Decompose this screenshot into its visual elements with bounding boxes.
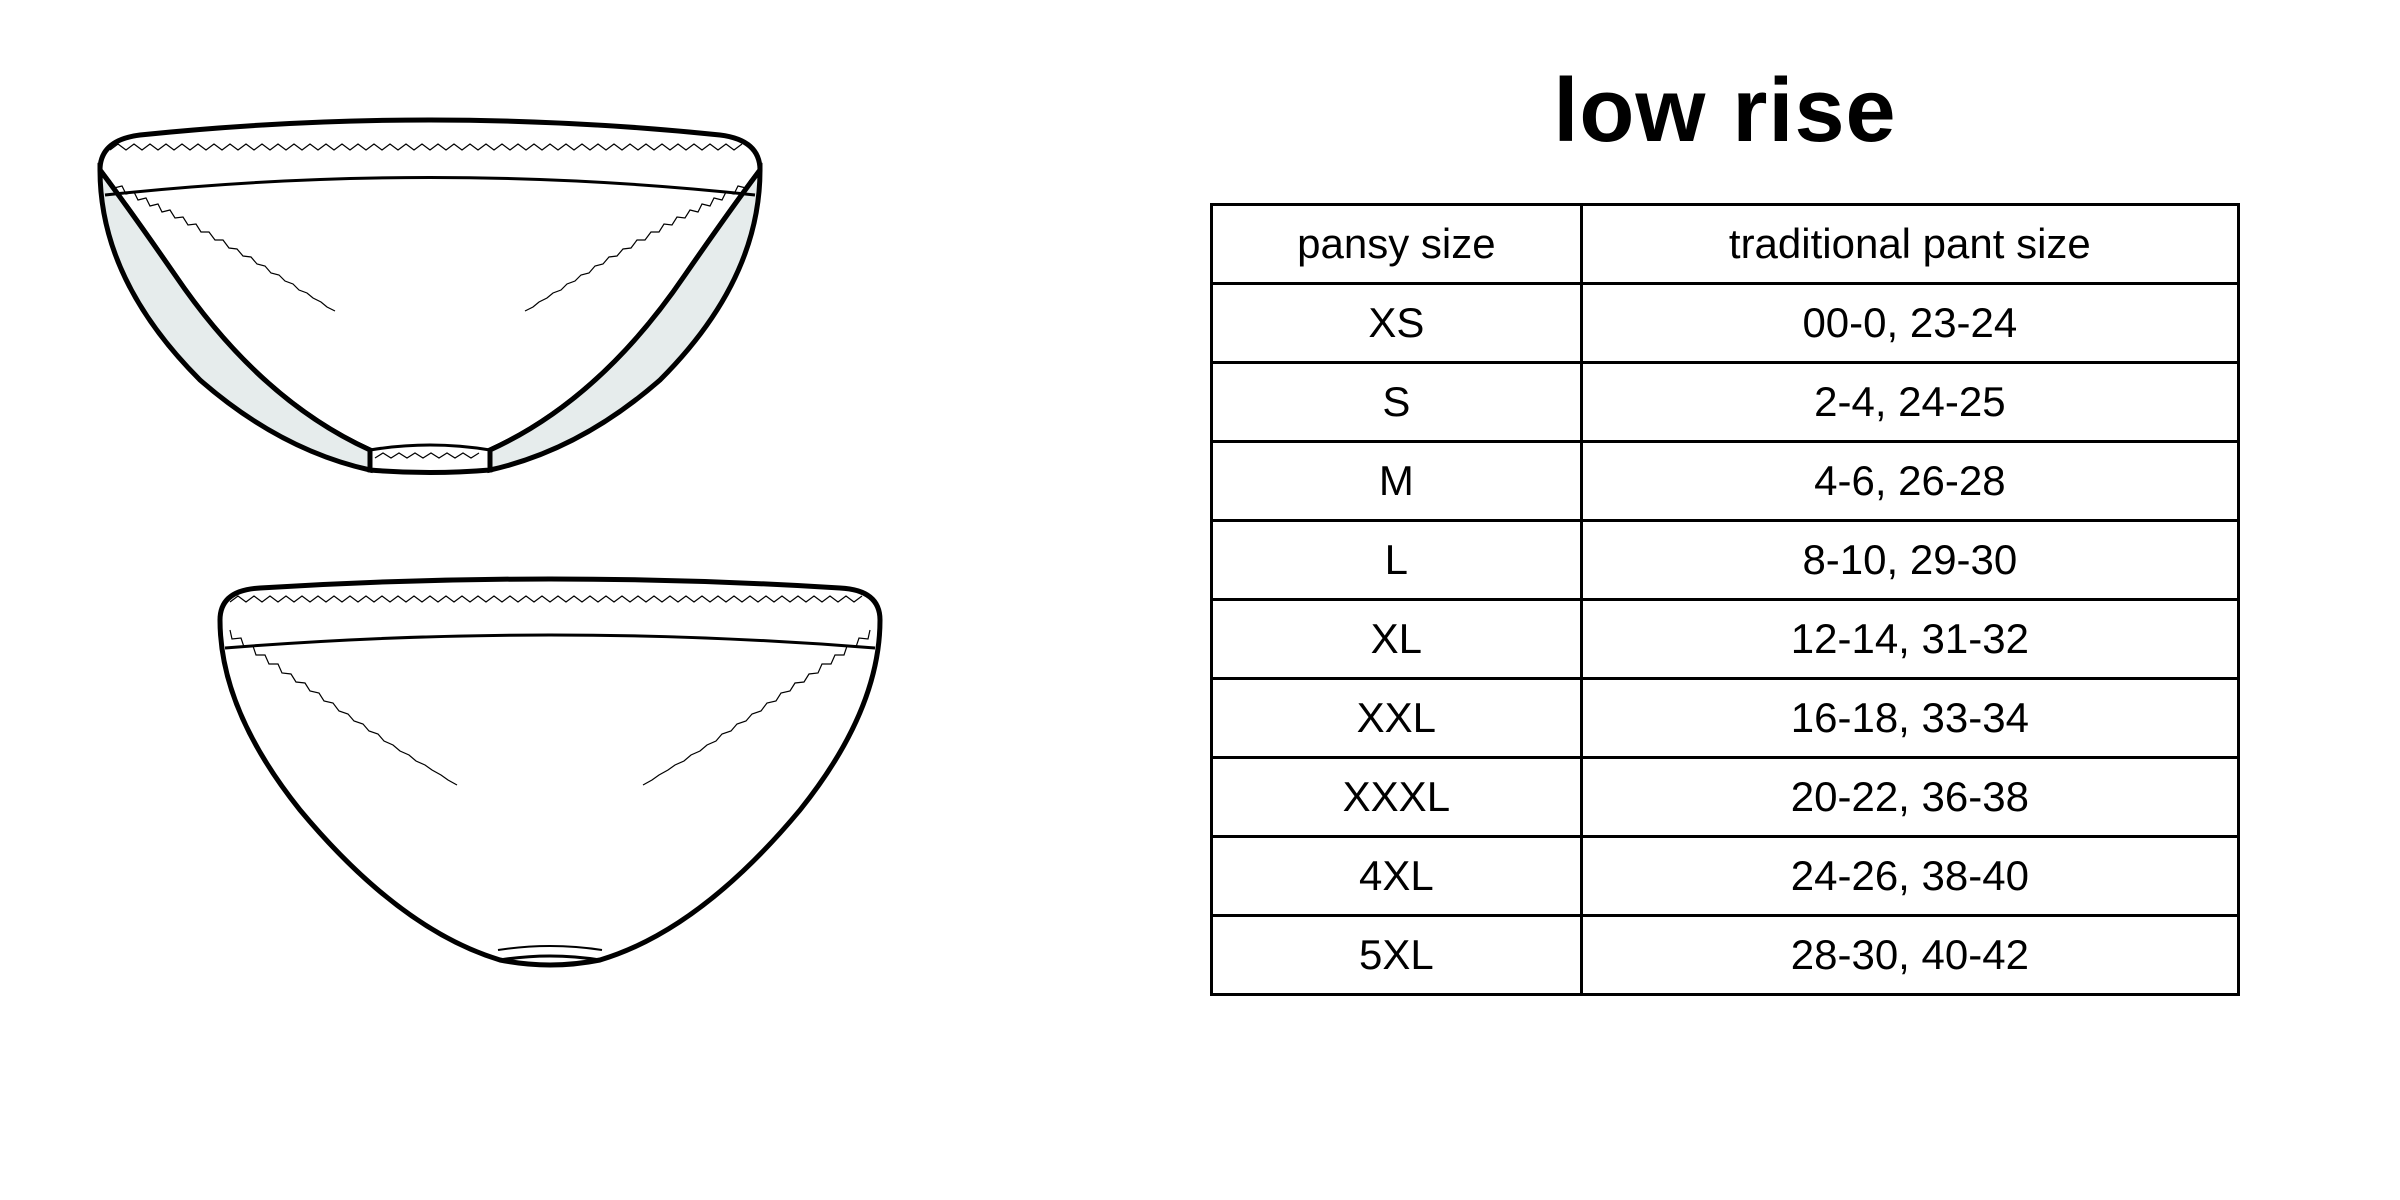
- cell-pansy-size: XL: [1212, 600, 1582, 679]
- garment-diagrams: [0, 0, 1200, 1200]
- table-row: XXL16-18, 33-34: [1212, 679, 2239, 758]
- cell-traditional-size: 28-30, 40-42: [1581, 916, 2238, 995]
- col-header-traditional-size: traditional pant size: [1581, 205, 2238, 284]
- cell-pansy-size: XS: [1212, 284, 1582, 363]
- size-chart-panel: low rise pansy size traditional pant siz…: [1200, 0, 2400, 1200]
- front-outline: [100, 120, 760, 473]
- cell-traditional-size: 8-10, 29-30: [1581, 521, 2238, 600]
- table-row: L8-10, 29-30: [1212, 521, 2239, 600]
- chart-title: low rise: [1210, 60, 2240, 163]
- size-table: pansy size traditional pant size XS00-0,…: [1210, 203, 2240, 996]
- garment-front-icon: [80, 100, 780, 500]
- cell-traditional-size: 00-0, 23-24: [1581, 284, 2238, 363]
- cell-pansy-size: 4XL: [1212, 837, 1582, 916]
- page: low rise pansy size traditional pant siz…: [0, 0, 2400, 1200]
- table-row: S2-4, 24-25: [1212, 363, 2239, 442]
- table-header-row: pansy size traditional pant size: [1212, 205, 2239, 284]
- cell-traditional-size: 24-26, 38-40: [1581, 837, 2238, 916]
- cell-traditional-size: 4-6, 26-28: [1581, 442, 2238, 521]
- size-table-body: XS00-0, 23-24S2-4, 24-25M4-6, 26-28L8-10…: [1212, 284, 2239, 995]
- table-row: XL12-14, 31-32: [1212, 600, 2239, 679]
- cell-traditional-size: 12-14, 31-32: [1581, 600, 2238, 679]
- table-row: M4-6, 26-28: [1212, 442, 2239, 521]
- cell-pansy-size: M: [1212, 442, 1582, 521]
- garment-back-icon: [200, 560, 900, 980]
- cell-traditional-size: 16-18, 33-34: [1581, 679, 2238, 758]
- cell-pansy-size: 5XL: [1212, 916, 1582, 995]
- cell-pansy-size: S: [1212, 363, 1582, 442]
- cell-pansy-size: XXXL: [1212, 758, 1582, 837]
- col-header-pansy-size: pansy size: [1212, 205, 1582, 284]
- table-row: 5XL28-30, 40-42: [1212, 916, 2239, 995]
- back-outline: [220, 579, 880, 965]
- table-row: XS00-0, 23-24: [1212, 284, 2239, 363]
- cell-pansy-size: XXL: [1212, 679, 1582, 758]
- cell-traditional-size: 20-22, 36-38: [1581, 758, 2238, 837]
- table-row: 4XL24-26, 38-40: [1212, 837, 2239, 916]
- cell-pansy-size: L: [1212, 521, 1582, 600]
- table-row: XXXL20-22, 36-38: [1212, 758, 2239, 837]
- cell-traditional-size: 2-4, 24-25: [1581, 363, 2238, 442]
